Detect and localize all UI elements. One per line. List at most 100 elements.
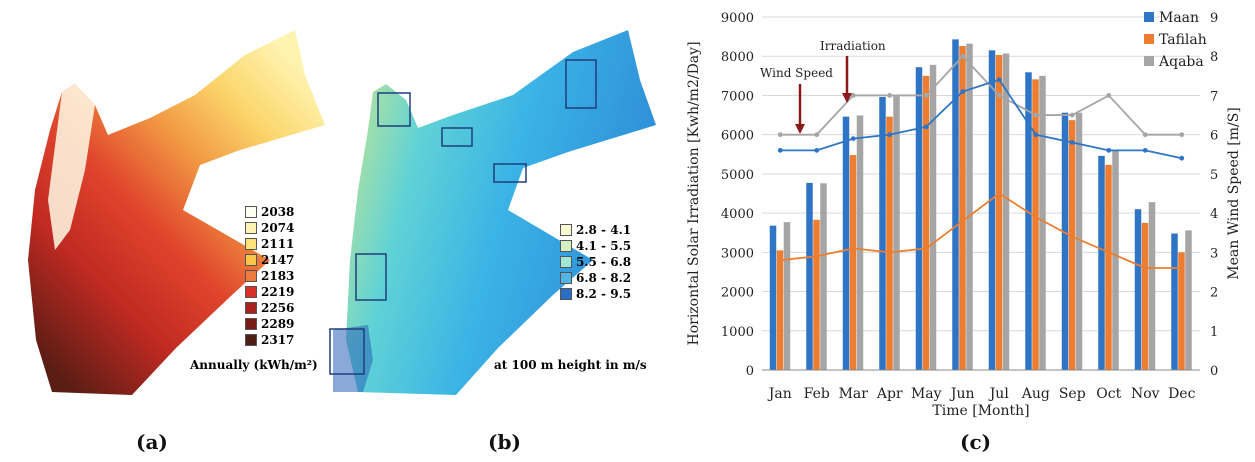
bar: [1039, 75, 1046, 370]
annotation-arrowhead: [842, 93, 852, 103]
legend-swatch: [245, 222, 257, 234]
legend-swatch: [560, 272, 572, 284]
y2-tick-label: 6: [1210, 129, 1218, 144]
wind-point: [777, 257, 783, 263]
wind-point: [814, 253, 820, 259]
bar: [922, 75, 930, 370]
jordan-shape-solar: [28, 30, 325, 395]
y-axis-title: Horizontal Solar Irradiation [Kwh/m2/Day…: [686, 41, 702, 345]
wind-point: [887, 249, 893, 255]
wind-line: [780, 78, 1182, 160]
y-tick-label: 6000: [721, 129, 754, 144]
legend-swatch: [245, 286, 257, 298]
bar: [1112, 150, 1119, 370]
wind-point: [814, 132, 820, 138]
x-tick-label: Jan: [767, 386, 792, 402]
bar: [1032, 79, 1039, 370]
legend-swatch: [560, 256, 572, 268]
legend-item: 2074: [245, 220, 294, 236]
x-tick-label: Jun: [949, 386, 975, 402]
wind-point: [1033, 132, 1039, 138]
legend-swatch: [1144, 56, 1154, 66]
legend-label: 5.5 - 6.8: [576, 255, 632, 269]
legend-label: 2317: [261, 333, 295, 347]
legend-swatch: [245, 238, 257, 250]
jordan-shape-wind: [346, 30, 656, 395]
wind-point: [996, 77, 1002, 83]
y-tick-label: 9000: [721, 11, 754, 26]
wind-point: [850, 136, 856, 141]
legend-item: 6.8 - 8.2: [560, 270, 631, 286]
bar: [842, 116, 850, 370]
legend-label: 2111: [261, 237, 295, 251]
y2-tick-label: 0: [1210, 364, 1218, 379]
wind-point: [850, 246, 856, 251]
wind-point: [996, 191, 1002, 196]
y2-tick-label: 1: [1210, 325, 1218, 340]
bar: [929, 64, 937, 371]
bar: [783, 222, 791, 370]
legend-solar: 2038 2074 2111 2147 2183 2219 2256 2289 2317: [245, 204, 294, 348]
bar: [1148, 202, 1156, 370]
x-tick-label: Dec: [1168, 386, 1196, 402]
legend-wind: 2.8 - 4.1 4.1 - 5.5 5.5 - 6.8 6.8 - 8.2 8.2 …: [560, 222, 631, 302]
y2-tick-label: 9: [1210, 11, 1218, 26]
legend-label: 2256: [261, 301, 295, 315]
legend-swatch: [245, 206, 257, 218]
legend-item: 2111: [245, 236, 294, 252]
wind-point: [960, 53, 966, 59]
wind-point: [960, 218, 966, 224]
wind-point: [777, 132, 783, 138]
wind-point: [1033, 112, 1039, 118]
y-tick-label: 0: [746, 364, 754, 379]
x-tick-label: Apr: [876, 386, 903, 402]
wind-line: [780, 192, 1182, 269]
bar: [879, 97, 886, 370]
wind-point: [1142, 147, 1148, 153]
x-tick-label: Jul: [988, 386, 1010, 402]
bar: [1068, 120, 1076, 370]
legend-label: Tafilah: [1159, 32, 1207, 48]
wind-point: [960, 89, 966, 94]
x-tick-label: Nov: [1131, 386, 1160, 402]
y2-tick-label: 4: [1210, 207, 1218, 222]
wind-point: [1179, 265, 1185, 271]
bar: [966, 43, 973, 370]
y2-axis-title: Mean Wind Speed [m/S]: [1226, 107, 1242, 280]
wind-point: [1033, 214, 1039, 220]
bar: [1025, 72, 1032, 370]
legend-item: 8.2 - 9.5: [560, 286, 631, 302]
caption-b: (b): [488, 430, 521, 454]
bar: [995, 55, 1003, 370]
x-tick-label: Mar: [839, 386, 869, 402]
y-tick-label: 8000: [721, 50, 754, 65]
y-tick-label: 5000: [721, 168, 754, 183]
legend-item: 2317: [245, 332, 294, 348]
caption-c: (c): [960, 430, 992, 454]
legend-label: 2219: [261, 285, 295, 299]
legend-item: 2183: [245, 268, 294, 284]
wind-point: [1142, 132, 1148, 138]
legend-swatch: [560, 224, 572, 236]
legend-swatch: [245, 254, 257, 266]
bar: [806, 182, 813, 370]
legend-item: 2147: [245, 252, 294, 268]
legend-swatch: [245, 334, 257, 346]
wind-point: [923, 124, 929, 130]
annotation-irradiation: Irradiation: [820, 39, 886, 53]
wind-point: [1179, 155, 1185, 161]
bar: [1134, 209, 1142, 370]
bar: [856, 115, 864, 370]
y-tick-label: 4000: [721, 207, 754, 222]
bar: [1061, 112, 1069, 371]
wind-point: [887, 93, 893, 98]
highlight-box: [441, 127, 473, 147]
legend-item: 2.8 - 4.1: [560, 222, 631, 238]
y2-tick-label: 3: [1210, 246, 1218, 261]
legend-label: 2289: [261, 317, 295, 331]
highlight-box: [377, 92, 411, 127]
legend-swatch: [245, 318, 257, 330]
wind-point: [1106, 93, 1112, 98]
y-tick-label: 2000: [721, 286, 754, 301]
wind-map: [329, 30, 656, 395]
